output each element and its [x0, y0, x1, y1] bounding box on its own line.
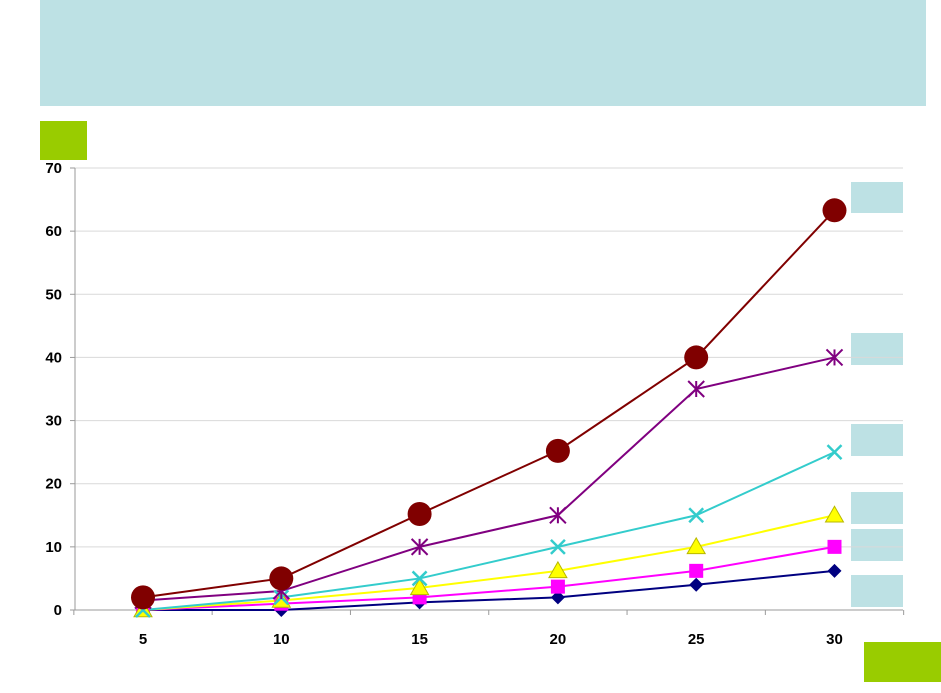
data-point — [822, 198, 847, 223]
marker-stroke — [550, 538, 566, 555]
series-lines — [142, 209, 836, 611]
data-point — [548, 560, 568, 579]
y-tick-label: 0 — [54, 602, 62, 619]
y-tick-labels: 0 10 20 30 40 50 60 70 — [45, 160, 62, 619]
marker-stroke — [826, 444, 843, 461]
data-point — [550, 538, 566, 555]
data-point — [688, 507, 705, 524]
data-point — [689, 577, 704, 592]
series-label-box — [851, 529, 903, 561]
y-tick-label: 30 — [45, 413, 62, 430]
x-tick-label: 25 — [688, 631, 705, 648]
gridlines — [75, 167, 903, 548]
series-markers — [131, 198, 847, 618]
axes — [70, 167, 905, 615]
accent-square — [40, 121, 87, 160]
data-point — [269, 566, 294, 591]
data-point — [550, 579, 565, 594]
series-line — [142, 356, 835, 602]
marker-stroke — [688, 507, 705, 524]
x-tick-label: 20 — [550, 631, 567, 648]
data-point — [549, 506, 567, 524]
data-point — [827, 539, 842, 554]
series-line — [142, 545, 835, 611]
data-point — [550, 590, 565, 605]
series-markers — [134, 348, 844, 610]
series-label-box — [851, 333, 903, 365]
y-tick-label: 60 — [45, 223, 62, 240]
data-point — [131, 585, 155, 610]
series-line — [142, 451, 835, 611]
x-tick-label: 30 — [826, 631, 843, 648]
data-point — [410, 538, 429, 556]
data-point — [407, 502, 432, 527]
series-label-box — [851, 424, 903, 456]
header-band — [40, 0, 926, 106]
data-point — [824, 505, 845, 523]
data-point — [689, 563, 704, 578]
corner-accent — [864, 642, 941, 682]
data-point — [827, 563, 842, 578]
x-tick-labels: 5 10 15 20 25 30 — [139, 631, 843, 648]
series-label-box — [851, 182, 903, 213]
y-tick-label: 70 — [45, 160, 62, 177]
y-tick-label: 10 — [45, 539, 62, 556]
series-line — [143, 569, 835, 611]
x-tick-label: 5 — [139, 631, 147, 648]
series-line — [142, 209, 836, 599]
series-line — [142, 514, 835, 611]
y-tick-label: 20 — [45, 476, 62, 493]
data-point — [409, 577, 430, 596]
x-tick-label: 15 — [411, 631, 428, 648]
data-point — [411, 570, 428, 587]
data-point — [684, 345, 709, 370]
x-tick-label: 10 — [273, 631, 290, 648]
data-point — [826, 444, 843, 461]
series-label-box — [851, 492, 903, 524]
series-label-box — [851, 575, 903, 607]
y-tick-label: 50 — [45, 286, 62, 303]
series-markers — [135, 444, 843, 618]
data-point — [825, 348, 844, 367]
series-markers — [131, 198, 847, 610]
data-point — [687, 380, 705, 398]
marker-stroke — [411, 570, 428, 587]
data-point — [545, 438, 570, 463]
y-tick-label: 40 — [45, 349, 62, 366]
data-point — [686, 536, 707, 555]
